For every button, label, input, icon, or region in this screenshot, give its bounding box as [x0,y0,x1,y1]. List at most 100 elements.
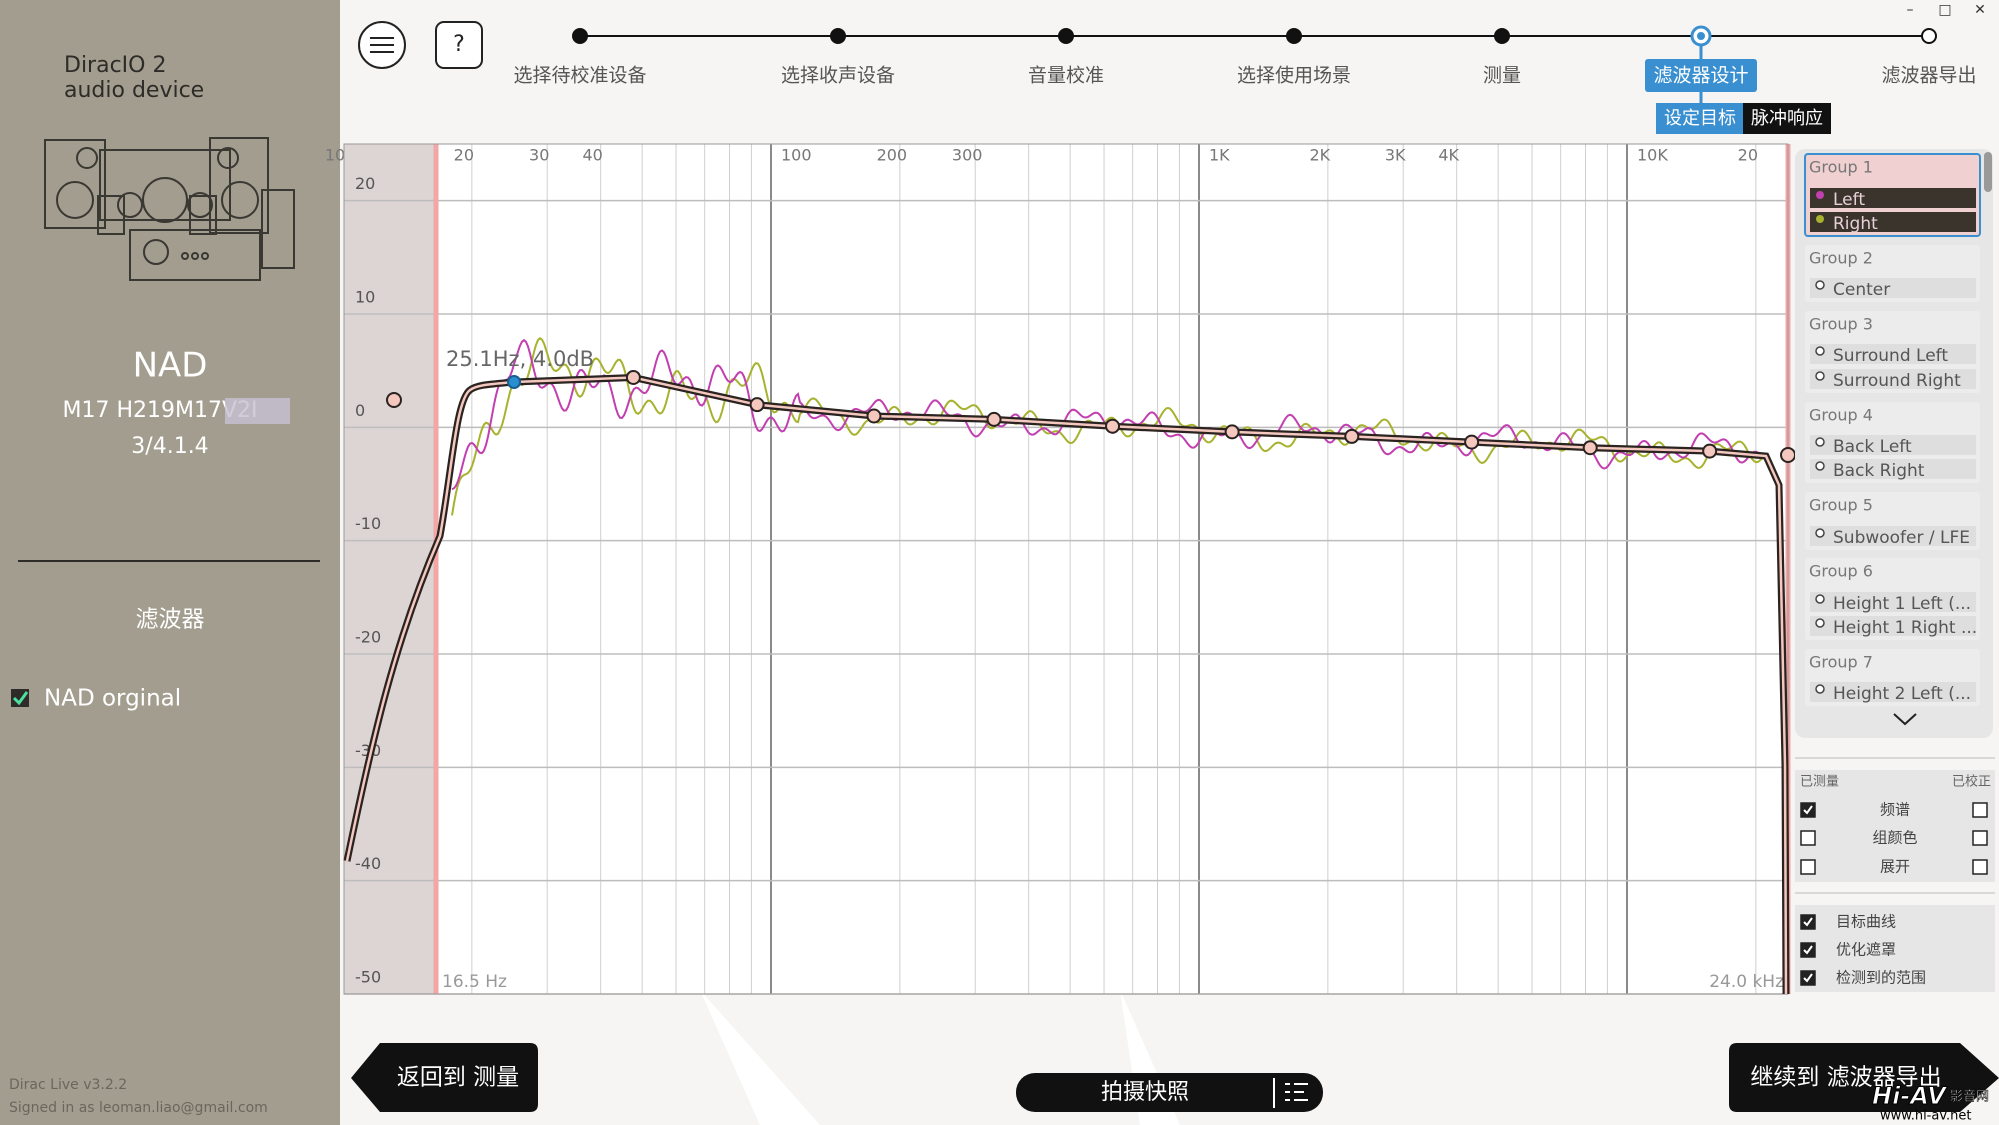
target-point[interactable] [1702,443,1718,459]
channel-row[interactable] [1810,459,1976,479]
back-label: 返回到 测量 [397,1065,519,1091]
scroll-down[interactable] [1893,713,1917,726]
watermark: 影音网 [1950,1089,1989,1105]
x-tick-label: 20 [1738,146,1758,165]
step-label[interactable]: 音量校准 [1028,65,1104,87]
group-name[interactable]: Group 6 [1809,562,1873,581]
channel-name[interactable]: Height 1 Right ... [1833,618,1977,638]
snapshot-button[interactable] [1016,1073,1323,1112]
checkbox[interactable] [1800,830,1816,846]
target-point[interactable] [986,411,1002,427]
channel-name[interactable]: Height 1 Left (... [1833,594,1971,614]
tab[interactable] [1656,103,1744,134]
channel-name[interactable]: Back Left [1833,437,1912,457]
channel-row[interactable] [1810,278,1976,298]
step-label[interactable]: 选择收声设备 [781,65,895,87]
y-tick-label: 0 [355,401,365,420]
active-step-box [1645,59,1757,92]
target-point[interactable] [866,408,882,424]
step-dot[interactable] [1286,28,1302,44]
excluded-range [344,144,436,994]
filter-name[interactable]: NAD orginal [44,686,181,712]
next-label: 继续到 滤波器导出 [1750,1065,1941,1091]
help-button[interactable] [435,21,483,69]
group-name[interactable]: Group 2 [1809,249,1873,268]
channel-row[interactable] [1810,212,1976,232]
channel-row[interactable] [1810,592,1976,612]
channel-row[interactable] [1810,344,1976,364]
tab-label[interactable]: 脉冲响应 [1751,108,1823,129]
step-dot[interactable] [830,28,846,44]
step-label[interactable]: 测量 [1483,65,1521,87]
channel-name[interactable]: Surround Right [1833,371,1961,391]
target-point[interactable] [1344,428,1360,444]
channel-name[interactable]: Center [1833,280,1890,300]
option-label: 展开 [1880,858,1910,876]
group-name[interactable]: Group 7 [1809,653,1873,672]
target-point[interactable] [1464,434,1480,450]
checkbox[interactable] [1972,802,1988,818]
channel-dot [1815,371,1825,381]
channel-name[interactable]: Subwoofer / LFE [1833,528,1970,548]
channel-dot [1815,461,1825,471]
target-point[interactable] [625,369,641,385]
toggle-label: 检测到的范围 [1836,969,1926,987]
check-mark [1803,917,1813,927]
target-point[interactable] [507,375,522,389]
step-label[interactable]: 滤波器导出 [1881,65,1976,87]
channel-row[interactable] [1810,526,1976,546]
checkbox[interactable] [1800,859,1816,875]
step-dot[interactable] [1921,28,1937,44]
target-point[interactable] [1105,418,1121,434]
signed-in: Signed in as leoman.liao@gmail.com [9,1100,268,1116]
channel-row[interactable] [1810,188,1976,208]
x-tick-label: 10K [1637,146,1668,165]
step-dot-inner [1697,32,1705,40]
channel-row[interactable] [1810,435,1976,455]
step-dot[interactable] [572,28,588,44]
device-illustration [44,137,295,281]
device-name: NAD [133,346,208,386]
group-name[interactable]: Group 4 [1809,406,1873,425]
channel-name[interactable]: Height 2 Left (... [1833,684,1971,704]
channel-row[interactable] [1810,616,1976,636]
checkbox[interactable] [1972,830,1988,846]
snapshot-list-icon[interactable] [1285,1083,1308,1101]
target-point[interactable] [1582,440,1598,456]
handle[interactable] [386,392,402,408]
channel-name[interactable]: Right [1833,214,1878,234]
group-name[interactable]: Group 3 [1809,315,1873,334]
range-label: 16.5 Hz [442,972,507,992]
step-dot[interactable] [1058,28,1074,44]
x-tick-label: 2K [1310,146,1331,165]
next-button[interactable] [1729,1043,1999,1112]
step-label[interactable]: 滤波器设计 [1653,65,1748,87]
checkbox[interactable] [1972,859,1988,875]
window-control[interactable]: – [1907,2,1914,18]
step-label[interactable]: 选择待校准设备 [513,65,646,87]
channel-name[interactable]: Left [1833,190,1865,210]
channel-name[interactable]: Surround Left [1833,346,1948,366]
handle[interactable] [1780,447,1796,463]
x-tick-label: 100 [781,146,812,165]
check-mark [1803,945,1813,955]
group-name[interactable]: Group 5 [1809,496,1873,515]
target-point[interactable] [749,397,765,413]
target-point[interactable] [1224,424,1240,440]
channel-dot [1815,346,1825,356]
window-control[interactable]: ✕ [1974,2,1986,18]
channel-name[interactable]: Back Right [1833,461,1925,481]
channel-row[interactable] [1810,682,1976,702]
tab-label[interactable]: 设定目标 [1664,108,1736,129]
scrollbar[interactable] [1984,152,1992,192]
options-header: 已校正 [1952,774,1991,790]
window-control[interactable]: □ [1938,2,1951,18]
back-button[interactable] [351,1043,538,1112]
channel-row[interactable] [1810,369,1976,389]
group-name[interactable]: Group 1 [1809,158,1873,177]
step-dot[interactable] [1494,28,1510,44]
tab[interactable] [1743,103,1831,134]
toggles-panel [1795,905,1995,992]
step-label[interactable]: 选择使用场景 [1237,65,1351,87]
